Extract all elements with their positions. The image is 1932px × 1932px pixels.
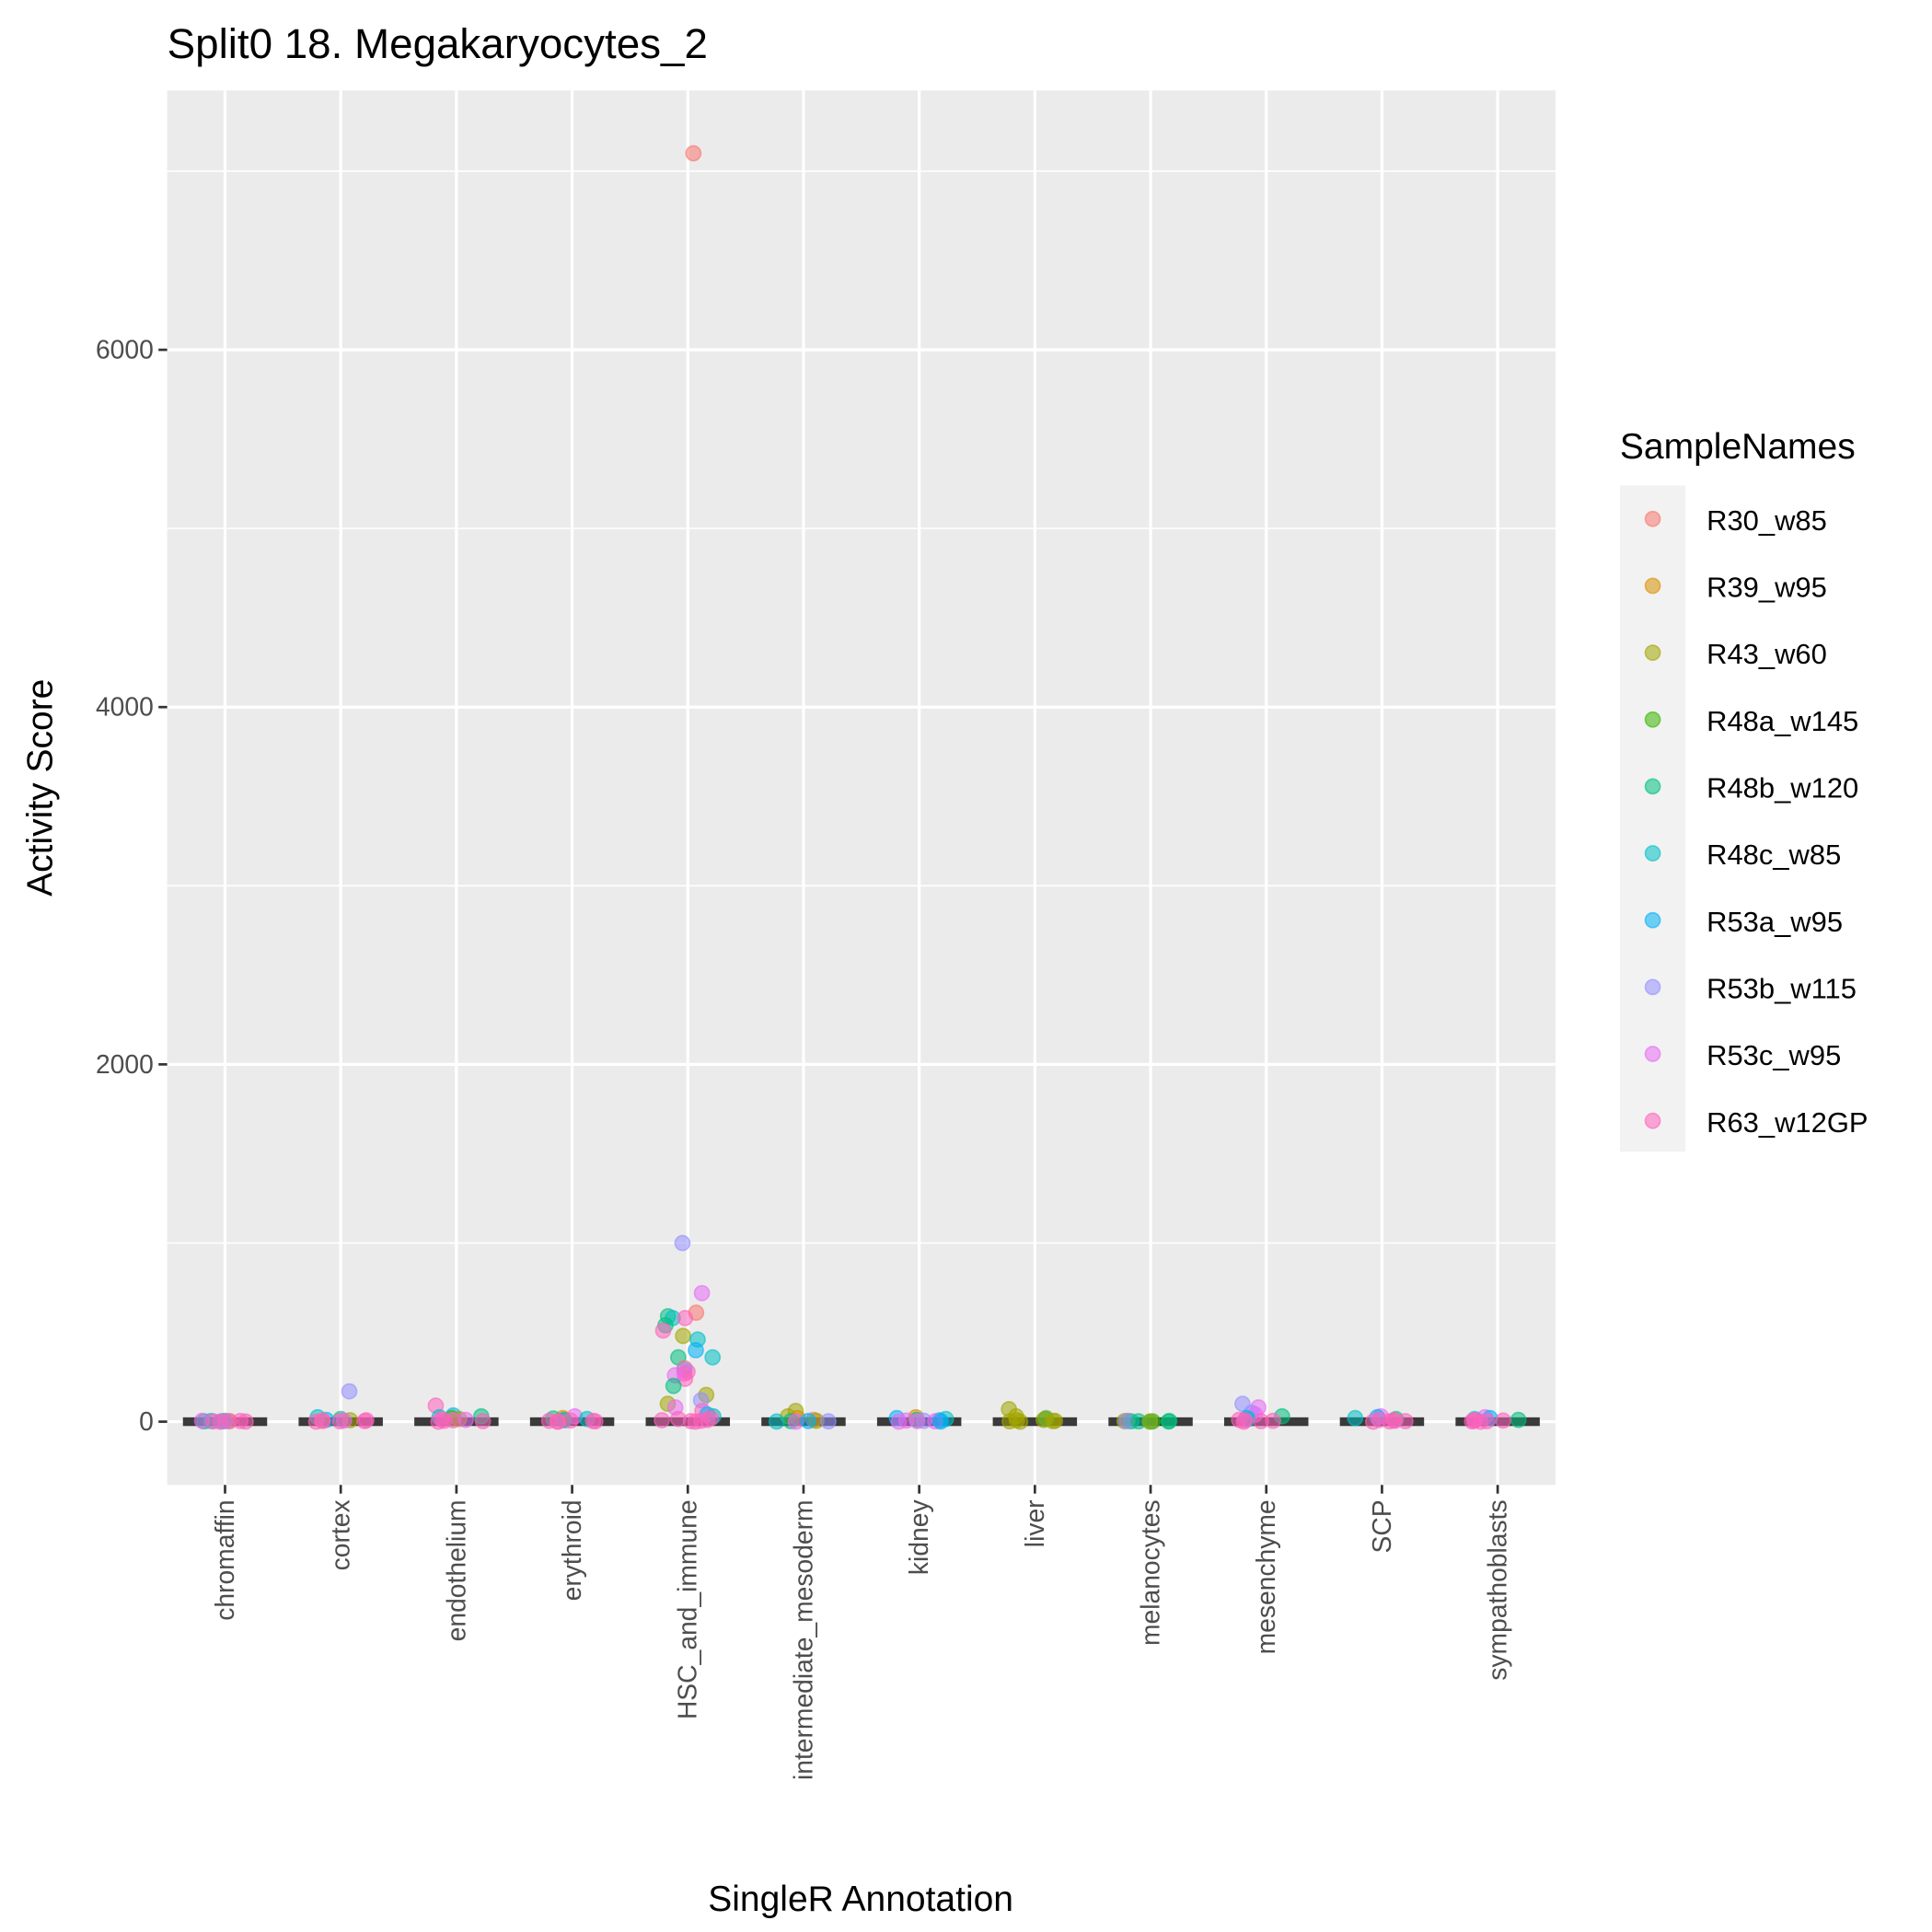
point-R53b_w115 [674, 1234, 691, 1252]
point-R63_w12GP [232, 1412, 249, 1429]
x-tick-label: cortex [326, 1499, 355, 1570]
point-R63_w12GP [654, 1412, 670, 1429]
x-tick-label: endothelium [441, 1499, 470, 1641]
point-R63_w12GP [1495, 1412, 1511, 1429]
legend-label: R48a_w145 [1706, 705, 1858, 737]
x-tick-label: SCP [1367, 1499, 1396, 1553]
point-R63_w12GP [204, 1413, 222, 1430]
y-tick-label: 4000 [96, 692, 154, 722]
legend-label: R30_w85 [1706, 504, 1827, 537]
point-R43_w60 [1045, 1413, 1061, 1429]
point-R43_w60 [1001, 1413, 1018, 1430]
legend-key-R43_w60 [1644, 644, 1661, 661]
point-R63_w12GP [331, 1413, 349, 1430]
x-tick-label: sympathoblasts [1483, 1499, 1512, 1680]
plot-panel [167, 90, 1556, 1486]
y-tick-label: 6000 [96, 334, 154, 364]
point-R63_w12GP [584, 1412, 602, 1429]
boxplot-liver [992, 1417, 1078, 1427]
legend-key-R53c_w95 [1644, 1046, 1661, 1062]
legend-label: R53a_w95 [1706, 906, 1843, 938]
legend-label: R43_w60 [1706, 638, 1827, 670]
x-tick-label: kidney [904, 1499, 933, 1576]
x-tick-label: liver [1020, 1499, 1049, 1547]
x-tick-label: erythroid [557, 1499, 586, 1601]
point-R53b_w115 [341, 1382, 358, 1400]
legend-key-R53b_w115 [1644, 978, 1661, 996]
legend-key-R53a_w95 [1644, 911, 1661, 929]
gridlines [167, 90, 1556, 1486]
point-R53b_w115 [820, 1413, 837, 1430]
x-tick-label: melanocytes [1135, 1499, 1164, 1646]
point-R63_w12GP [1253, 1413, 1269, 1429]
point-R53a_w95 [800, 1412, 816, 1429]
point-R48c_w85 [1347, 1409, 1364, 1427]
legend-label: R53b_w115 [1706, 972, 1857, 1004]
x-tick-label: HSC_and_immune [673, 1499, 702, 1719]
point-R63_w12GP [1381, 1413, 1398, 1430]
legend-key-R39_w95 [1644, 577, 1661, 595]
legend-key-R48b_w120 [1644, 778, 1661, 795]
legend-label: R39_w95 [1706, 572, 1827, 604]
point-R63_w12GP [669, 1410, 687, 1428]
x-tick-label: intermediate_mesoderm [788, 1499, 817, 1780]
y-axis: 0 2000 4000 6000 [96, 334, 168, 1436]
point-R48c_w85 [768, 1413, 785, 1430]
point-R43_w60 [1141, 1413, 1159, 1430]
point-R48b_w120 [1510, 1411, 1527, 1429]
y-axis-label: Activity Score [21, 679, 61, 897]
point-R53c_w95 [897, 1412, 915, 1429]
point-R48b_w120 [665, 1377, 682, 1394]
point-R43_w60 [675, 1327, 691, 1345]
x-axis: chromaffin cortex endothelium erythroid HSC_… [210, 1485, 1512, 1780]
point-R48b_w120 [1161, 1412, 1178, 1429]
legend-key-background [1619, 485, 1686, 1152]
legend: SampleNames R30_w85 R39_w95 R43_w60 R48a_w1… [1619, 427, 1868, 1152]
point-R63_w12GP [677, 1310, 694, 1326]
point-R63_w12GP [1236, 1412, 1254, 1429]
x-axis-label: SingleR Annotation [708, 1880, 1013, 1919]
point-R63_w12GP [307, 1413, 325, 1430]
point-R53a_w95 [688, 1342, 704, 1359]
data-points [193, 145, 1527, 1430]
point-R53a_w95 [932, 1413, 949, 1430]
point-R63_w12GP [1463, 1413, 1481, 1430]
legend-label: R48b_w120 [1706, 772, 1858, 804]
point-R63_w12GP [358, 1412, 375, 1429]
chart-title: Split0 18. Megakaryocytes_2 [168, 20, 708, 67]
point-R48c_w85 [704, 1348, 722, 1366]
x-tick-label: chromaffin [210, 1499, 239, 1620]
point-R63_w12GP [434, 1411, 450, 1429]
legend-label: R48c_w85 [1706, 839, 1841, 871]
y-tick-label: 0 [139, 1406, 154, 1436]
legend-key-R30_w85 [1644, 510, 1661, 527]
point-R63_w12GP [1478, 1413, 1496, 1429]
point-R63_w12GP [1364, 1413, 1382, 1430]
x-tick-label: mesenchyme [1251, 1499, 1280, 1654]
legend-key-R48c_w85 [1644, 845, 1661, 862]
point-R30_w85 [685, 145, 702, 162]
point-R63_w12GP [550, 1413, 566, 1430]
legend-key-R48a_w145 [1644, 711, 1661, 728]
point-R63_w12GP [654, 1322, 672, 1339]
legend-label: R63_w12GP [1706, 1106, 1868, 1139]
point-R63_w12GP [474, 1413, 492, 1429]
point-R53c_w95 [693, 1284, 711, 1301]
legend-key-R63_w12GP [1644, 1112, 1661, 1129]
y-tick-label: 2000 [96, 1049, 154, 1079]
legend-label: R53c_w95 [1706, 1039, 1841, 1071]
legend-title: SampleNames [1620, 427, 1856, 467]
